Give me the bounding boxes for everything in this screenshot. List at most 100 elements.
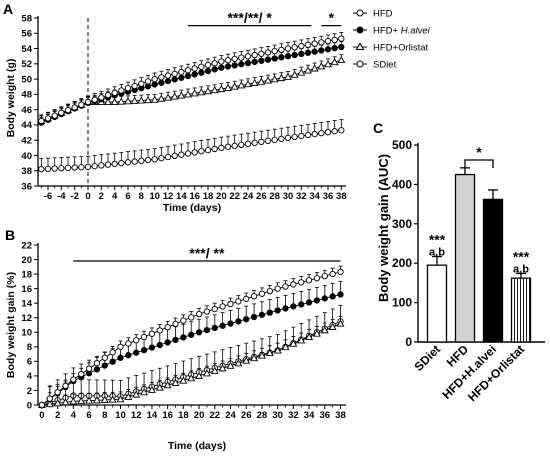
x-tick-label: 30 [283,191,294,202]
data-point [138,157,145,164]
data-point [244,53,252,60]
significance-label: *** [513,248,530,264]
x-tick-label: 32 [288,410,299,421]
data-point [77,396,86,405]
data-point [291,133,298,141]
y-tick-label: 52 [21,59,32,70]
data-point [191,149,198,156]
data-point [124,85,132,92]
data-point [46,395,53,402]
data-point [324,60,332,68]
legend-label: HFD+ H.alvei [373,26,431,37]
y-tick-label: 16 [21,284,32,295]
series-line [41,271,341,406]
data-point [101,354,108,361]
data-point [45,399,54,408]
data-point [264,56,272,63]
x-tick-label: 14 [176,191,187,202]
data-point [235,318,242,325]
data-point [310,64,319,72]
legend-marker-open-circle [356,60,364,68]
panel-label-c: C [373,120,383,136]
data-point [264,49,272,56]
data-point [203,326,211,334]
x-tick-label: 10 [149,191,160,202]
data-point [218,144,225,151]
data-point [224,63,232,70]
x-tick-label: -6 [44,191,52,202]
data-point [148,344,156,351]
data-point [274,285,281,292]
data-point [329,293,336,300]
data-point [64,107,72,114]
data-point [251,58,258,66]
data-point [171,76,178,83]
x-tick-label: 2 [55,410,60,421]
data-point [277,73,286,82]
data-point [69,397,78,405]
data-point [132,390,141,398]
legend-item-sdiet: SDiet [353,60,397,71]
data-point [164,77,172,85]
data-point [155,383,164,391]
data-point [117,97,126,105]
data-point [144,95,152,104]
x-tick-label: 22 [229,191,240,202]
data-point [164,339,171,346]
data-point [244,79,252,88]
data-point [298,42,305,50]
data-point [171,378,180,386]
data-point [70,376,77,383]
y-tick-label: 40 [21,151,32,162]
data-point [329,270,336,278]
data-point [321,272,328,280]
data-point [290,281,297,288]
y-tick-label: 42 [21,135,32,146]
data-point [190,89,199,97]
data-point [242,356,251,364]
legend-marker-open-triangle [355,42,365,50]
x-tick-label: 34 [309,191,320,202]
data-point [284,53,292,60]
data-point [230,82,239,90]
x-tick-label: 28 [257,410,268,421]
data-point [278,54,285,61]
data-point [211,305,218,313]
x-tick-label: -4 [57,191,66,202]
data-point [298,301,305,308]
data-point [104,91,112,99]
y-tick-label: 22 [21,240,32,251]
data-point [130,96,139,104]
data-point [305,277,313,284]
data-point [311,40,318,47]
data-point [258,290,266,297]
data-point [85,396,94,404]
legend: HFD HFD+ H.alvei HFD+Orlistat SDiet [353,9,431,71]
data-point [78,101,85,108]
data-point [318,47,325,54]
x-tick-label: 38 [335,410,346,421]
data-point [271,55,278,62]
data-point [111,160,118,168]
data-point [304,66,312,74]
data-point [144,78,152,85]
chart-a-xlabel: Time (days) [163,202,221,214]
y-tick-label: 56 [21,29,32,40]
series-hfd [38,265,344,409]
data-point [125,352,132,359]
data-point [291,44,298,51]
data-point [258,50,265,57]
chart-c-ylabel: Body weight gain (AUC) [376,154,391,302]
y-tick-label: 0 [27,400,32,411]
x-tick-label: 30 [272,410,283,421]
data-point [320,326,329,334]
x-tick-label: 24 [243,191,254,202]
data-point [184,72,192,80]
data-point [179,376,188,384]
data-point [163,381,172,389]
data-point [251,51,258,59]
significance-letters: a,b [513,263,529,275]
data-point [144,156,152,164]
data-point [117,354,124,361]
